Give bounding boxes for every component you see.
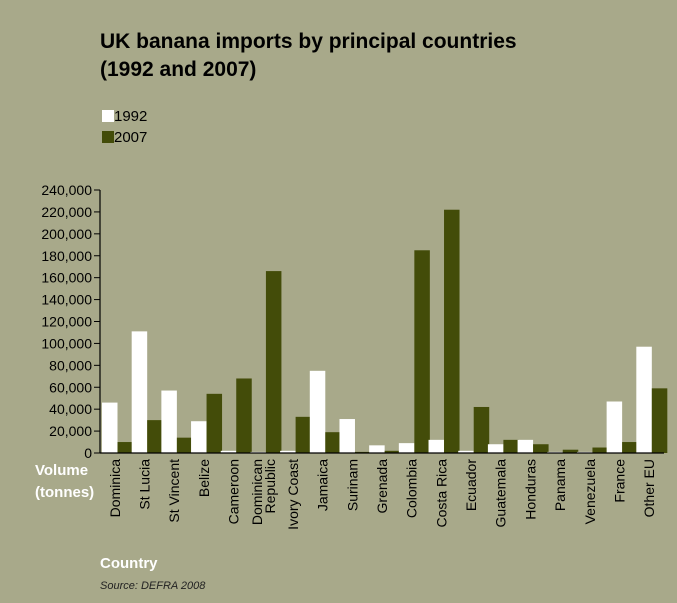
bar-1992 (636, 346, 652, 453)
y-tick-label: 80,000 (49, 357, 92, 373)
y-axis: 0 20,000 40,000 60,000 80,000 100,000 120,000 1… (41, 182, 100, 461)
category-label: Belize (196, 459, 212, 497)
bar-2007 (503, 439, 519, 453)
y-tick-label: 0 (84, 445, 92, 461)
category-label: Venezuela (582, 459, 598, 525)
bar-1992 (487, 444, 504, 453)
bar-2007 (414, 250, 430, 453)
category-label: Honduras (522, 459, 538, 520)
bar-2007 (473, 406, 490, 453)
bar-1992 (339, 419, 355, 453)
category-label: Ivory Coast (285, 459, 301, 530)
category-label: Other EU (641, 459, 657, 517)
category-label: Dominican (249, 459, 265, 525)
legend-label-1992: 1992 (114, 108, 147, 125)
bar-1992 (398, 443, 415, 453)
category-label: Guatemala (493, 459, 509, 528)
category-label: Republic (262, 459, 278, 513)
category-label: Surinam (344, 459, 360, 511)
bar-1992 (161, 390, 177, 453)
y-axis-label: Volume (35, 462, 88, 479)
bar-2007 (651, 388, 668, 453)
chart-title: UK banana imports by principal countries (100, 30, 517, 53)
source-note: Source: DEFRA 2008 (100, 580, 206, 592)
bar-1992 (606, 401, 623, 453)
category-label: Cameroon (226, 459, 242, 524)
bar-1992 (458, 450, 474, 453)
bar-2007 (176, 437, 193, 453)
y-tick-label: 20,000 (49, 423, 92, 439)
x-axis: Dominica St Lucia St Vincent Belize Cameroon… (107, 459, 657, 530)
bar-1992 (220, 450, 237, 453)
bar-2007 (533, 444, 549, 453)
y-tick-label: 40,000 (49, 401, 92, 417)
category-label: Grenada (374, 459, 390, 514)
category-label: Costa Rica (433, 459, 449, 528)
category-label: Colombia (404, 459, 420, 518)
category-label: St Lucia (137, 459, 153, 510)
bar-2007 (117, 442, 133, 453)
bar-2007 (265, 271, 282, 453)
y-tick-label: 100,000 (41, 335, 92, 351)
bar-2007 (622, 442, 638, 453)
bar-2007 (295, 416, 312, 453)
bar-2007 (562, 449, 579, 453)
legend-swatch-1992 (102, 110, 114, 122)
bar-1992 (102, 402, 118, 453)
bar-2007 (384, 450, 401, 453)
chart-title-line2: (1992 and 2007) (100, 58, 256, 81)
category-label: Jamaica (315, 459, 331, 511)
bar-2007 (592, 447, 608, 453)
y-tick-label: 180,000 (41, 248, 92, 264)
category-label: France (611, 459, 627, 503)
bar-1992 (191, 421, 207, 453)
bar-2007 (147, 420, 163, 453)
bar-2007 (236, 378, 252, 453)
bar-1992 (428, 439, 445, 453)
category-label: Panama (552, 459, 568, 511)
category-label: St Vincent (166, 459, 182, 523)
x-axis-label: Country (100, 555, 158, 572)
y-axis-label-line2: (tonnes) (35, 484, 94, 501)
y-tick-label: 220,000 (41, 204, 92, 220)
bar-1992 (280, 450, 296, 453)
y-tick-label: 240,000 (41, 182, 92, 198)
y-tick-label: 200,000 (41, 226, 92, 242)
y-tick-label: 60,000 (49, 379, 92, 395)
bar-2007 (325, 432, 341, 453)
category-label: Ecuador (463, 459, 479, 511)
legend-label-2007: 2007 (114, 129, 147, 146)
bar-1992 (517, 439, 534, 453)
y-tick-label: 120,000 (41, 314, 92, 330)
category-label: Dominica (107, 459, 123, 518)
bar-2007 (444, 209, 460, 453)
y-tick-label: 160,000 (41, 270, 92, 286)
y-tick-label: 140,000 (41, 292, 92, 308)
bar-2007 (206, 393, 223, 453)
bars (102, 209, 668, 453)
bar-1992 (131, 331, 148, 453)
bar-1992 (369, 445, 385, 453)
legend-swatch-2007 (102, 131, 114, 143)
bar-1992 (309, 370, 326, 453)
